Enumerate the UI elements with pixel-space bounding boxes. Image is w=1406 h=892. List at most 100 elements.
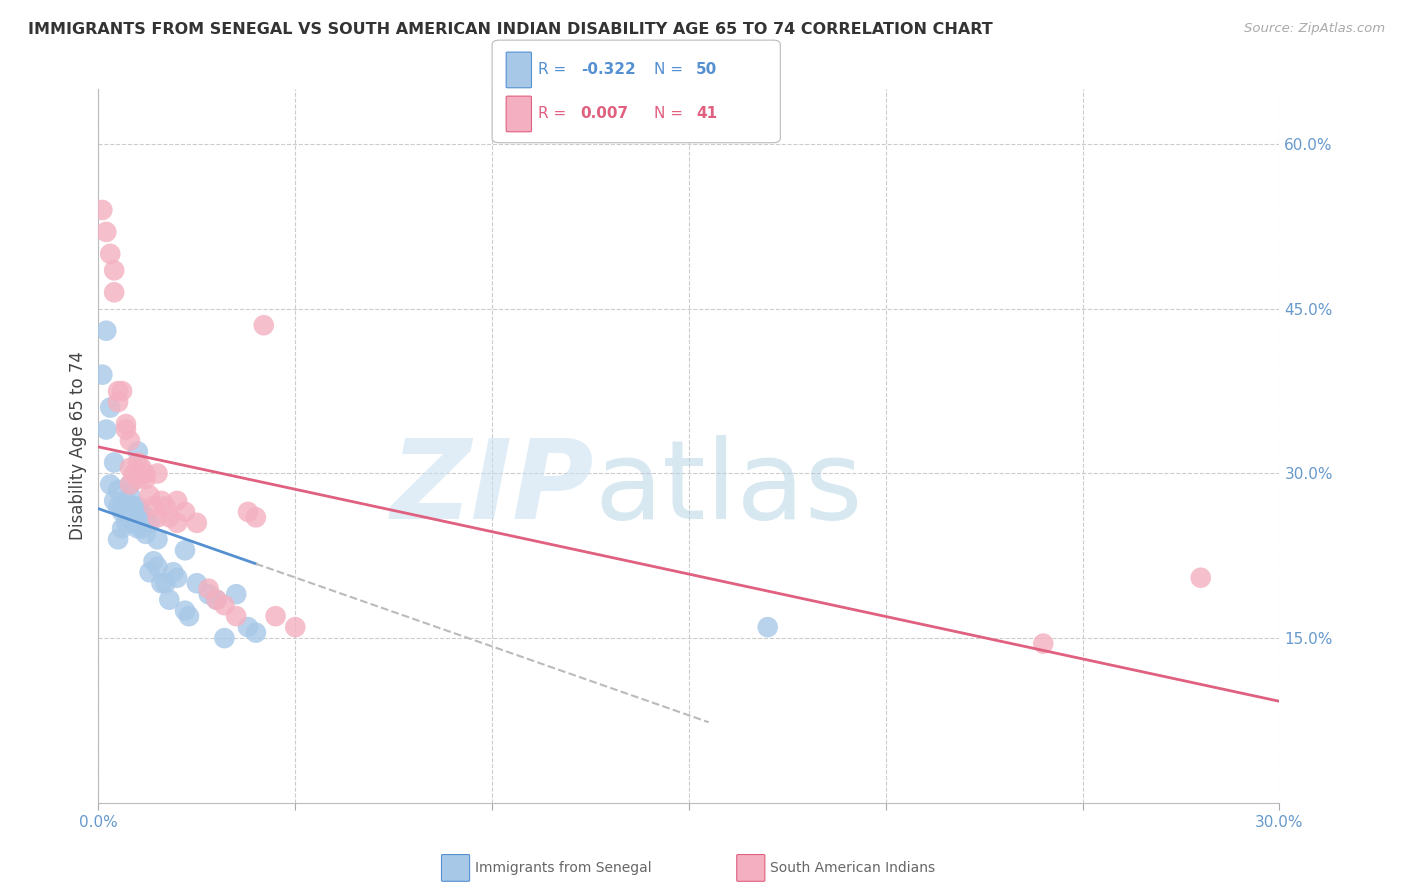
Point xyxy=(107,395,129,409)
Point xyxy=(118,488,141,502)
Point xyxy=(115,417,138,431)
Point xyxy=(174,604,197,618)
Point xyxy=(122,500,145,514)
Point xyxy=(264,609,287,624)
Point xyxy=(205,592,228,607)
Point xyxy=(118,505,141,519)
Text: atlas: atlas xyxy=(595,435,863,542)
Point xyxy=(756,620,779,634)
Text: N =: N = xyxy=(654,62,688,78)
Text: R =: R = xyxy=(538,62,572,78)
Point xyxy=(146,510,169,524)
Point xyxy=(111,521,134,535)
Point xyxy=(98,247,121,261)
Point xyxy=(118,434,141,448)
Point xyxy=(135,467,157,481)
Text: 0.007: 0.007 xyxy=(581,106,628,121)
Point xyxy=(96,225,118,239)
Point xyxy=(115,423,138,437)
Point xyxy=(122,467,145,481)
Point xyxy=(166,571,188,585)
Point xyxy=(103,455,125,469)
Point xyxy=(245,510,267,524)
Point xyxy=(253,318,276,333)
Point xyxy=(138,488,160,502)
Point xyxy=(96,324,118,338)
Point xyxy=(155,500,177,514)
Point xyxy=(127,455,149,469)
Text: R =: R = xyxy=(538,106,572,121)
Point xyxy=(118,477,141,491)
Y-axis label: Disability Age 65 to 74: Disability Age 65 to 74 xyxy=(69,351,87,541)
Point xyxy=(135,526,157,541)
Point xyxy=(115,494,138,508)
Point xyxy=(146,559,169,574)
Point xyxy=(177,609,200,624)
Point xyxy=(1189,571,1212,585)
Point xyxy=(146,467,169,481)
Point xyxy=(236,620,259,634)
Point xyxy=(186,516,208,530)
Text: South American Indians: South American Indians xyxy=(770,861,935,875)
Point xyxy=(103,494,125,508)
Point xyxy=(214,598,236,612)
Point xyxy=(111,505,134,519)
Point xyxy=(236,505,259,519)
Point xyxy=(103,263,125,277)
Text: -0.322: -0.322 xyxy=(581,62,636,78)
Point xyxy=(225,587,247,601)
Point xyxy=(146,533,169,547)
Point xyxy=(131,521,153,535)
Point xyxy=(155,576,177,591)
Point xyxy=(127,521,149,535)
Text: 41: 41 xyxy=(696,106,717,121)
Point xyxy=(142,500,165,514)
Point xyxy=(166,516,188,530)
Point xyxy=(91,202,114,217)
Point xyxy=(96,423,118,437)
Point xyxy=(135,472,157,486)
Point xyxy=(118,461,141,475)
Point xyxy=(205,592,228,607)
Text: Source: ZipAtlas.com: Source: ZipAtlas.com xyxy=(1244,22,1385,36)
Point xyxy=(135,510,157,524)
Point xyxy=(284,620,307,634)
Point xyxy=(107,500,129,514)
Point xyxy=(107,483,129,497)
Text: Immigrants from Senegal: Immigrants from Senegal xyxy=(475,861,652,875)
Point xyxy=(174,543,197,558)
Point xyxy=(150,494,173,508)
Point xyxy=(118,477,141,491)
Point xyxy=(103,285,125,300)
Point xyxy=(138,566,160,580)
Text: 50: 50 xyxy=(696,62,717,78)
Point xyxy=(127,505,149,519)
Point xyxy=(115,505,138,519)
Point xyxy=(162,566,184,580)
Point xyxy=(142,554,165,568)
Point xyxy=(115,516,138,530)
Point xyxy=(107,384,129,398)
Point xyxy=(91,368,114,382)
Text: N =: N = xyxy=(654,106,688,121)
Text: IMMIGRANTS FROM SENEGAL VS SOUTH AMERICAN INDIAN DISABILITY AGE 65 TO 74 CORRELA: IMMIGRANTS FROM SENEGAL VS SOUTH AMERICA… xyxy=(28,22,993,37)
Point xyxy=(127,500,149,514)
Point xyxy=(98,401,121,415)
Point xyxy=(98,477,121,491)
Point xyxy=(131,461,153,475)
Point xyxy=(197,587,219,601)
Point xyxy=(157,592,180,607)
Point xyxy=(245,625,267,640)
Point xyxy=(197,582,219,596)
Point xyxy=(174,505,197,519)
Point xyxy=(127,472,149,486)
Point xyxy=(225,609,247,624)
Point xyxy=(111,500,134,514)
Point xyxy=(111,384,134,398)
Point xyxy=(214,631,236,645)
Point xyxy=(186,576,208,591)
Point xyxy=(131,505,153,519)
Text: ZIP: ZIP xyxy=(391,435,595,542)
Point xyxy=(122,516,145,530)
Point xyxy=(107,533,129,547)
